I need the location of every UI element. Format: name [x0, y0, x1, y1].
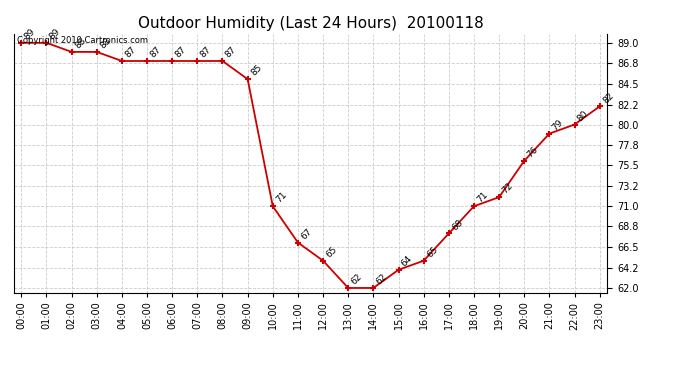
Text: 72: 72 [500, 182, 515, 196]
Text: 87: 87 [199, 45, 213, 60]
Text: 87: 87 [124, 45, 138, 60]
Text: 87: 87 [148, 45, 163, 60]
Text: 62: 62 [375, 272, 389, 286]
Text: 76: 76 [526, 145, 540, 159]
Text: 71: 71 [475, 190, 490, 205]
Text: 71: 71 [274, 190, 288, 205]
Text: 65: 65 [425, 245, 440, 260]
Text: 79: 79 [551, 118, 565, 132]
Text: 65: 65 [324, 245, 339, 260]
Text: 85: 85 [249, 63, 264, 78]
Text: 88: 88 [73, 36, 88, 51]
Text: 87: 87 [224, 45, 238, 60]
Text: 88: 88 [98, 36, 112, 51]
Text: 89: 89 [48, 27, 62, 42]
Text: 87: 87 [174, 45, 188, 60]
Text: 64: 64 [400, 254, 414, 268]
Text: 82: 82 [601, 91, 615, 105]
Text: 89: 89 [23, 27, 37, 42]
Text: 62: 62 [350, 272, 364, 286]
Text: 68: 68 [450, 217, 464, 232]
Text: 80: 80 [576, 109, 591, 123]
Title: Outdoor Humidity (Last 24 Hours)  20100118: Outdoor Humidity (Last 24 Hours) 2010011… [137, 16, 484, 31]
Text: 67: 67 [299, 226, 314, 241]
Text: Copyright 2010 Cartronics.com: Copyright 2010 Cartronics.com [17, 36, 148, 45]
